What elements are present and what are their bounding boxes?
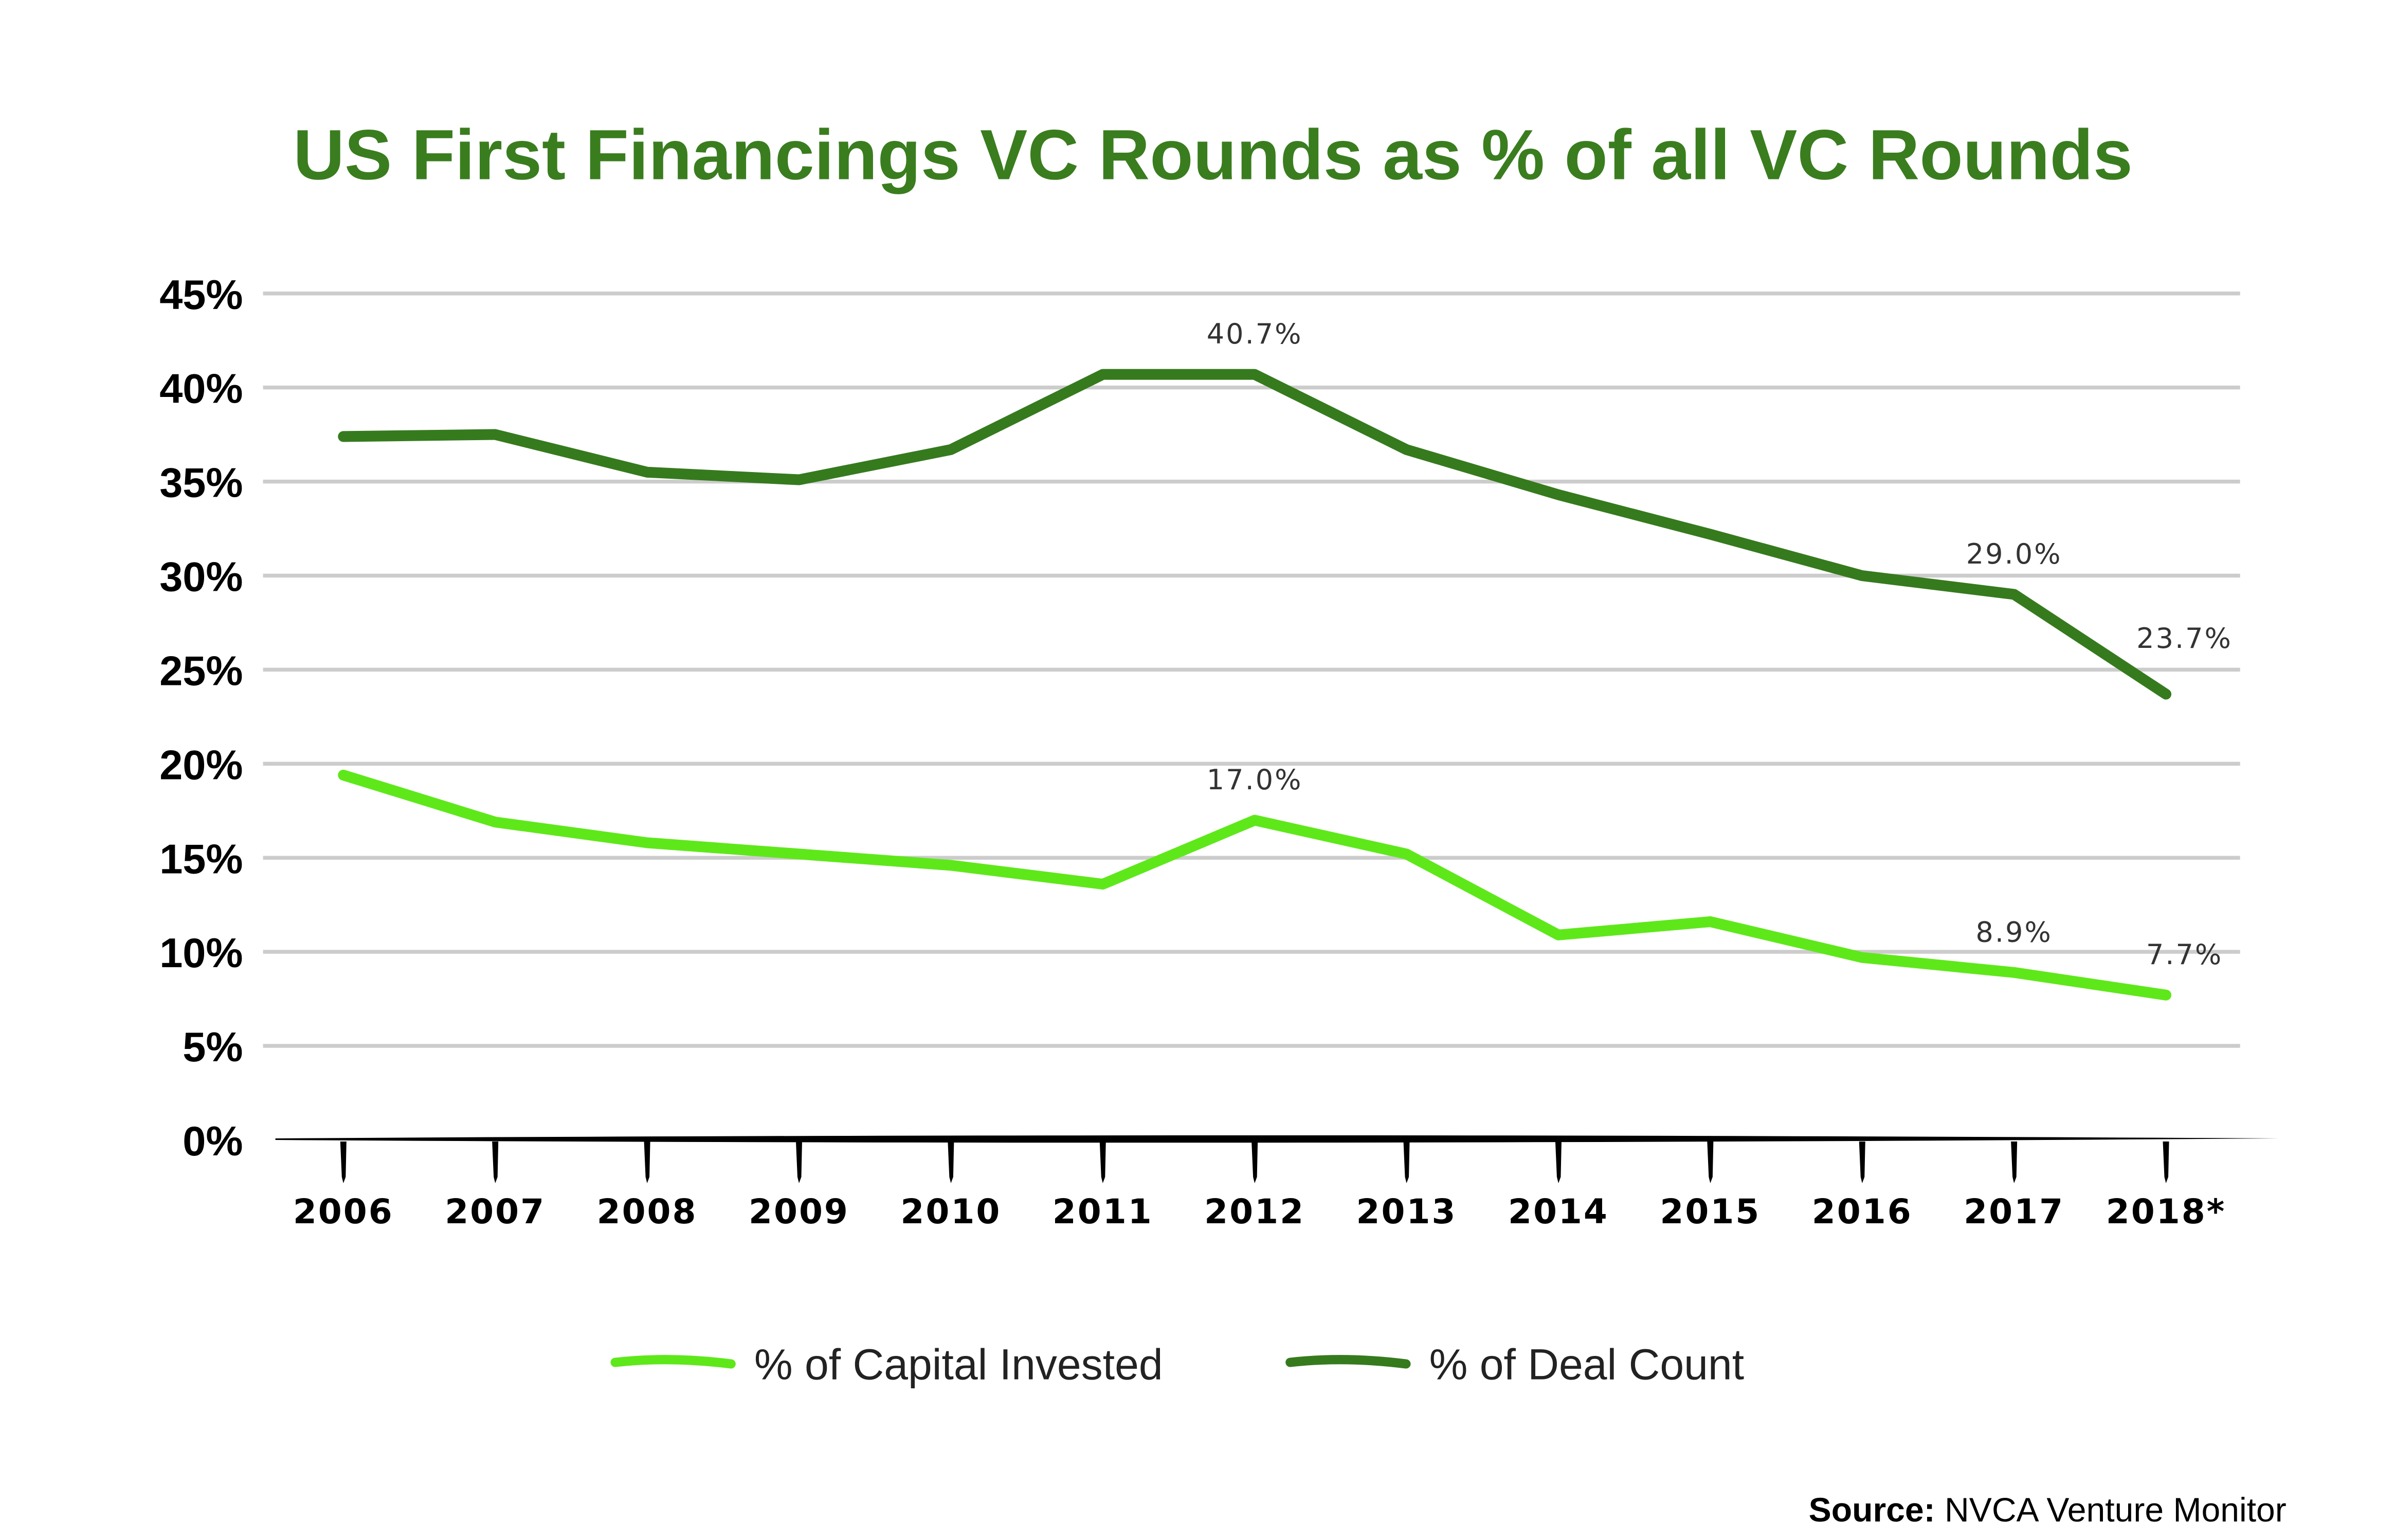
x-tick-label: 2010 [900,1192,1001,1231]
legend: % of Capital Invested % of Deal Count [610,1340,1744,1389]
data-point [2013,594,2015,595]
series-line-1 [338,369,2172,700]
x-tick-label: 2016 [1812,1192,1913,1231]
x-tick-label: 2012 [1204,1192,1305,1231]
y-axis: 0% 5% 10% 15% 20% 25% 30% 35% 40% 45% [159,272,243,1165]
series-lines [338,369,2172,1001]
x-tick-label: 2014 [1508,1192,1609,1231]
x-tick-mark [1403,1141,1410,1184]
y-tick-label: 25% [159,648,243,694]
y-tick-label: 45% [159,272,243,318]
y-tick-label: 20% [159,742,243,788]
series-line-0 [338,769,2172,1001]
legend-swatch-1 [1285,1355,1411,1369]
data-point [1710,534,1711,535]
y-tick-label: 30% [159,554,243,601]
legend-label-0: % of Capital Invested [754,1340,1163,1389]
source-text: NVCA Venture Monitor [1945,1491,2287,1529]
x-tick-mark [2163,1141,2169,1184]
x-tick-label: 2006 [293,1192,394,1231]
data-label: 8.9% [1975,916,2052,948]
x-tick-mark [1555,1141,1562,1184]
legend-label-1: % of Deal Count [1429,1340,1744,1389]
chart-title: US First Financings VC Rounds as % of al… [293,115,2132,194]
legend-swatch-0 [610,1355,736,1369]
data-point [1102,374,1103,375]
x-tick-mark [1251,1141,1258,1184]
x-tick-label: 2011 [1053,1192,1153,1231]
x-axis-line [275,1135,2279,1143]
data-label: 7.7% [2146,938,2223,971]
x-tick-label: 2017 [1964,1192,2064,1231]
source-label: Source: [1809,1491,1935,1529]
x-tick-mark [795,1141,802,1184]
y-tick-label: 35% [159,460,243,506]
y-tick-label: 10% [159,930,243,976]
y-tick-label: 40% [159,366,243,412]
x-tick-label: 2013 [1356,1192,1457,1231]
y-tick-label: 5% [183,1024,243,1071]
data-labels: 17.0% 8.9% 7.7% 40.7% 29.0% 23.7% [1207,318,2233,971]
x-axis: 2006 2007 2008 2009 2010 2011 2012 2013 2014 2015… [275,1135,2279,1231]
y-tick-label: 15% [159,836,243,882]
data-label: 40.7% [1207,318,1303,350]
data-point [799,854,800,855]
data-point [1406,449,1407,450]
x-tick-mark [1859,1141,1865,1184]
x-tick-mark [492,1141,499,1184]
data-label: 29.0% [1966,538,2062,570]
x-tick-mark [340,1141,347,1184]
data-label: 17.0% [1207,764,1303,796]
x-tick-mark [1707,1141,1714,1184]
x-tick-label: 2018* [2106,1192,2226,1231]
data-point [1406,854,1407,855]
x-tick-label: 2008 [597,1192,698,1231]
x-tick-mark [2011,1141,2018,1184]
grid-lines [263,292,2240,1048]
x-tick-mark [644,1141,650,1184]
data-label: 23.7% [2136,622,2233,655]
x-tick-label: 2007 [445,1192,546,1231]
x-tick-mark [948,1141,954,1184]
y-tick-label: 0% [183,1118,243,1165]
x-tick-label: 2009 [749,1192,849,1231]
x-tick-mark [1099,1141,1106,1184]
x-tick-label: 2015 [1660,1192,1761,1231]
data-point [2013,972,2015,973]
data-point [495,434,496,435]
data-point [1710,921,1711,922]
source-note: Source: NVCA Venture Monitor [1809,1491,2287,1529]
